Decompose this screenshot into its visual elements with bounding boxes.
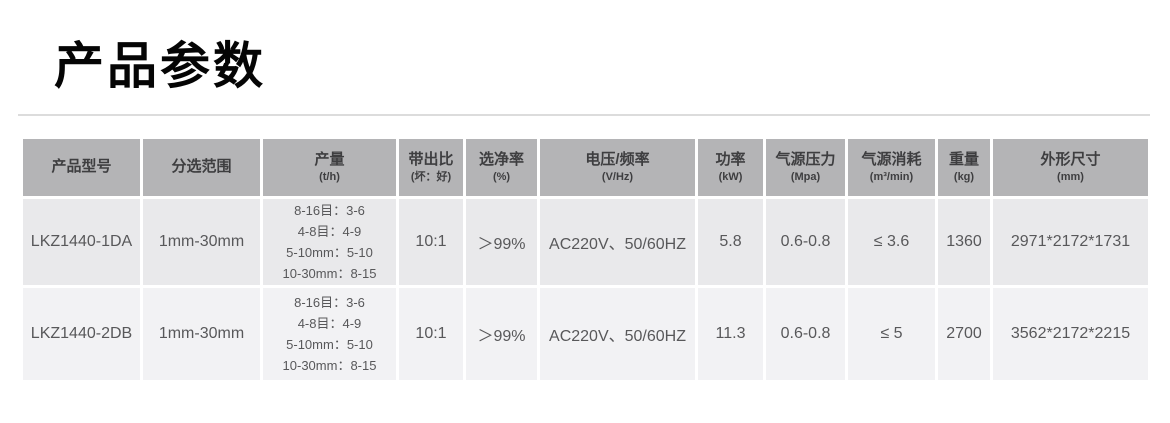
col-header-label: 电压/频率: [585, 151, 650, 168]
cell-power: 5.8: [698, 199, 763, 285]
col-header-power: 功率 (kW): [698, 139, 763, 196]
col-header-output: 产量 (t/h): [263, 139, 396, 196]
col-header-sub: (%): [492, 171, 511, 183]
col-header-label: 分选范围: [171, 158, 232, 175]
cell-power: 11.3: [698, 288, 763, 380]
cell-purity: ＞99%: [466, 199, 537, 285]
col-header-sub: (m³/min): [869, 171, 914, 183]
col-header-label: 气源消耗: [861, 151, 922, 168]
cell-pressure: 0.6-0.8: [766, 199, 845, 285]
cell-dimensions: 2971*2172*1731: [993, 199, 1148, 285]
cell-output: 8-16目：3-6 4-8目：4-9 5-10mm：5-10 10-30mm：8…: [263, 288, 396, 380]
col-header-weight: 重量 (kg): [938, 139, 990, 196]
table-header-row: 产品型号 分选范围 产量 (t/h) 带出比 (坏：好) 选净率 (%): [23, 139, 1148, 196]
cell-ratio: 10:1: [399, 288, 463, 380]
col-header-ratio: 带出比 (坏：好): [399, 139, 463, 196]
cell-range: 1mm-30mm: [143, 199, 260, 285]
col-header-label: 产品型号: [51, 158, 112, 175]
cell-output: 8-16目：3-6 4-8目：4-9 5-10mm：5-10 10-30mm：8…: [263, 199, 396, 285]
col-header-label: 重量: [948, 151, 979, 168]
col-header-label: 带出比: [408, 151, 454, 168]
col-header-consumption: 气源消耗 (m³/min): [848, 139, 935, 196]
page-title: 产品参数: [54, 38, 266, 94]
cell-purity: ＞99%: [466, 288, 537, 380]
cell-range: 1mm-30mm: [143, 288, 260, 380]
section-divider: [18, 114, 1150, 116]
cell-consumption: ≤ 5: [848, 288, 935, 380]
cell-voltage: AC220V、50/60HZ: [540, 288, 695, 380]
col-header-sub: (t/h): [319, 171, 340, 183]
product-spec-table: 产品型号 分选范围 产量 (t/h) 带出比 (坏：好) 选净率 (%): [20, 136, 1151, 383]
col-header-sub: (mm): [1057, 171, 1084, 183]
cell-weight: 2700: [938, 288, 990, 380]
cell-pressure: 0.6-0.8: [766, 288, 845, 380]
col-header-sub: (Mpa): [790, 171, 821, 183]
cell-dimensions: 3562*2172*2215: [993, 288, 1148, 380]
table-row: LKZ1440-2DB 1mm-30mm 8-16目：3-6 4-8目：4-9 …: [23, 288, 1148, 380]
col-header-label: 气源压力: [775, 151, 836, 168]
col-header-label: 外形尺寸: [1040, 151, 1101, 168]
col-header-range: 分选范围: [143, 139, 260, 196]
col-header-sub: (kg): [953, 171, 975, 183]
col-header-label: 功率: [715, 151, 746, 168]
cell-voltage: AC220V、50/60HZ: [540, 199, 695, 285]
col-header-label: 产量: [314, 151, 345, 168]
col-header-model: 产品型号: [23, 139, 140, 196]
table-row: LKZ1440-1DA 1mm-30mm 8-16目：3-6 4-8目：4-9 …: [23, 199, 1148, 285]
col-header-pressure: 气源压力 (Mpa): [766, 139, 845, 196]
cell-model: LKZ1440-2DB: [23, 288, 140, 380]
col-header-sub: (kW): [718, 171, 743, 183]
col-header-sub: (坏：好): [410, 171, 452, 183]
col-header-voltage: 电压/频率 (V/Hz): [540, 139, 695, 196]
cell-consumption: ≤ 3.6: [848, 199, 935, 285]
col-header-label: 选净率: [478, 151, 524, 168]
cell-model: LKZ1440-1DA: [23, 199, 140, 285]
col-header-sub: (V/Hz): [601, 171, 634, 183]
col-header-purity: 选净率 (%): [466, 139, 537, 196]
cell-weight: 1360: [938, 199, 990, 285]
col-header-dimensions: 外形尺寸 (mm): [993, 139, 1148, 196]
cell-ratio: 10:1: [399, 199, 463, 285]
